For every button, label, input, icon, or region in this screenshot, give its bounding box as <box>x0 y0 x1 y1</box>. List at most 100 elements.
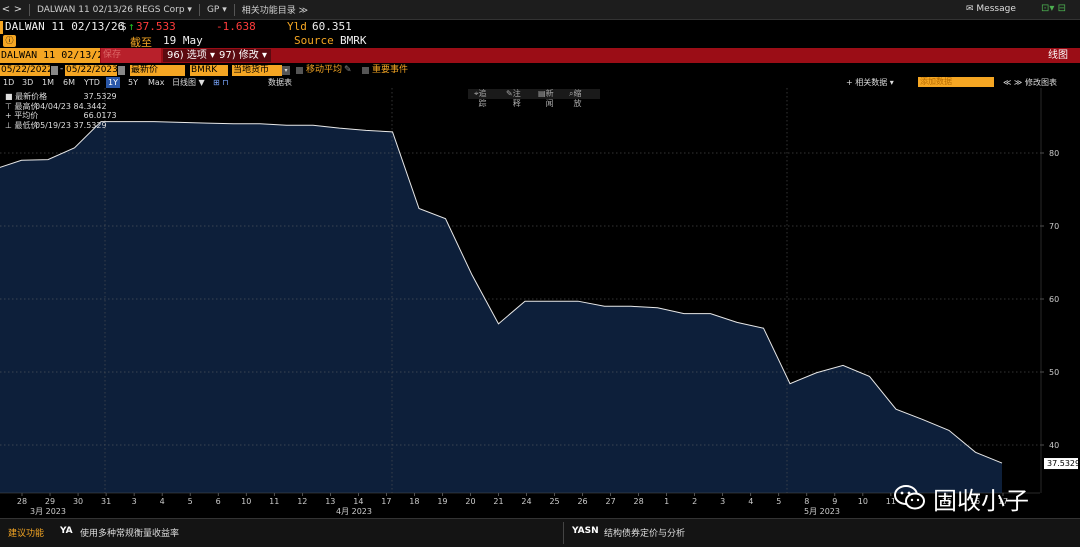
suggested-functions-label: 建议功能 <box>8 529 45 539</box>
data-table-button[interactable]: 数据表 <box>268 78 292 87</box>
x-tick-label: 28 <box>634 497 644 506</box>
period-1m[interactable]: 1M <box>42 78 54 87</box>
legend-label: 最低价 <box>14 120 39 130</box>
x-tick-label: 26 <box>577 497 587 506</box>
source-select[interactable]: BMRK <box>190 65 228 76</box>
related-data-menu[interactable]: + 相关数据 ▾ <box>846 78 894 87</box>
yasn-function-desc[interactable]: 结构债券定价与分析 <box>604 529 686 539</box>
security-input[interactable]: DALWAN 11 02/13/2 <box>0 48 100 63</box>
annotate-tool[interactable]: ✎ 注释 <box>506 89 521 108</box>
ticker-text: DALWAN 11 02/13/26 <box>5 20 125 33</box>
square-icon: ■ <box>5 92 16 101</box>
edit-menu-button[interactable]: 97) 修改 ▾ <box>215 49 272 62</box>
legend-date: 05/19/23 <box>35 120 71 130</box>
asof-date: 19 May <box>163 34 203 47</box>
legend-value: 66.0173 <box>83 111 117 120</box>
track-tool[interactable]: ⌖ 追踪 <box>474 89 487 108</box>
y-tick-label: 50 <box>1049 368 1059 377</box>
y-tick-label: 60 <box>1049 295 1059 304</box>
security-marker <box>0 21 3 34</box>
wechat-icon <box>894 485 925 510</box>
moving-average-label[interactable]: 移动平均 <box>306 65 343 75</box>
events-checkbox[interactable] <box>362 67 369 74</box>
quote-header: DALWAN 11 02/13/26 $ ↑ 37.533 -1.638 Yld… <box>0 20 1080 35</box>
period-ytd[interactable]: YTD <box>84 78 100 87</box>
news-tool[interactable]: ▤ 新闻 <box>538 89 554 108</box>
x-tick-label: 2 <box>692 497 697 506</box>
chart-legend: ■ 最新价格 37.5329 ⊤ 最高价04/04/23 84.3442 + 平… <box>5 92 117 130</box>
x-tick-label: 11 <box>269 497 279 506</box>
toolbar-divider <box>198 3 200 16</box>
message-button[interactable]: ✉ Message <box>966 4 1016 14</box>
chevron-down-icon[interactable]: ▾ <box>282 66 290 75</box>
price-change: -1.638 <box>216 20 256 33</box>
news-label: 新闻 <box>545 89 554 108</box>
top-toolbar: < > DALWAN 11 02/13/26 REGS Corp ▾ GP ▾ … <box>0 0 1080 20</box>
related-functions-menu[interactable]: 相关功能目录 ≫ <box>241 6 309 16</box>
ya-function-desc[interactable]: 使用多种常规衡量收益率 <box>80 529 180 539</box>
currency-select[interactable]: 当地货币 <box>232 65 282 76</box>
source-value: BMRK <box>340 34 367 47</box>
period-1y[interactable]: 1Y <box>106 77 120 88</box>
x-tick-label: 24 <box>521 497 531 506</box>
x-tick-label: 17 <box>998 497 1008 506</box>
legend-row-high: ⊤ 最高价04/04/23 84.3442 <box>5 102 117 112</box>
yasn-function-code[interactable]: YASN <box>572 526 599 536</box>
info-icon[interactable]: ⓘ <box>3 35 16 47</box>
x-tick-label: 31 <box>101 497 111 506</box>
month-label: 3月 2023 <box>30 507 66 516</box>
x-tick-label: 15 <box>942 497 952 506</box>
x-tick-label: 9 <box>832 497 837 506</box>
period-6m[interactable]: 6M <box>63 78 75 87</box>
edit-chart-button[interactable]: 修改图表 <box>1025 78 1057 87</box>
period-5y[interactable]: 5Y <box>128 78 138 87</box>
events-label[interactable]: 重要事件 <box>372 65 409 75</box>
x-tick-label: 8 <box>804 497 809 506</box>
security-selector[interactable]: DALWAN 11 02/13/26 REGS Corp ▾ <box>37 4 192 15</box>
track-label: 追踪 <box>478 89 487 108</box>
calendar-icon[interactable] <box>51 66 58 75</box>
x-tick-label: 5 <box>776 497 781 506</box>
envelope-icon: ✉ <box>966 4 977 14</box>
pencil-icon[interactable]: ✎ <box>344 65 352 75</box>
period-3d[interactable]: 3D <box>22 78 34 87</box>
period-selector: 1D 3D 1M 6M YTD 1Y 5Y Max 日线图 ▼ ⊞ ⊓ 数据表 … <box>0 77 1080 88</box>
legend-value: 84.3442 <box>73 101 107 111</box>
add-data-input[interactable]: 添加数据 <box>918 77 994 87</box>
last-price: 37.533 <box>136 20 176 33</box>
back-button[interactable]: < <box>1 4 11 15</box>
window-controls[interactable]: ⊡▾ ⊟ <box>1041 3 1066 14</box>
period-max[interactable]: Max <box>148 78 165 87</box>
x-tick-label: 13 <box>325 497 335 506</box>
period-1d[interactable]: 1D <box>3 78 15 87</box>
save-field[interactable]: 保存 <box>101 48 161 63</box>
watermark-text: 固收小子 <box>933 486 1029 515</box>
message-label: Message <box>976 4 1016 14</box>
zoom-tool[interactable]: ⌕ 缩放 <box>569 89 582 108</box>
forward-button[interactable]: > <box>13 4 23 15</box>
gp-selector[interactable]: GP ▾ <box>206 4 227 15</box>
price-line <box>0 121 1003 464</box>
asof-label: 截至 <box>130 36 152 49</box>
month-label: 5月 2023 <box>804 507 840 516</box>
calendar-icon[interactable] <box>118 66 125 75</box>
y-tick-label: 70 <box>1049 222 1059 231</box>
x-tick-label: 30 <box>73 497 83 506</box>
x-tick-label: 6 <box>216 497 221 506</box>
chart-tool-icons[interactable]: ⊞ ⊓ <box>213 78 229 87</box>
ya-function-code[interactable]: YA <box>60 526 73 536</box>
field-select[interactable]: 最新价 <box>130 65 185 76</box>
chart-tools-bar: ⌖ 追踪 ✎ 注释 ▤ 新闻 ⌕ 缩放 <box>468 89 600 108</box>
legend-label: 最新价格 <box>15 92 48 101</box>
annotate-label: 注释 <box>512 89 521 108</box>
x-tick-label: 11 <box>886 497 896 506</box>
suggested-functions-bar: 建议功能 YA 使用多种常规衡量收益率 YASN 结构债券定价与分析 <box>0 518 1080 547</box>
start-date-input[interactable]: 05/22/2022 <box>0 65 50 76</box>
options-menu-button[interactable]: 96) 选项 ▾ <box>163 49 220 62</box>
end-date-input[interactable]: 05/22/2023 <box>65 65 117 76</box>
legend-label: 平均价 <box>14 111 39 120</box>
nav-arrows-icon[interactable]: ≪ ≫ <box>1003 78 1023 87</box>
frequency-select[interactable]: 日线图 ▼ <box>172 78 205 87</box>
moving-average-checkbox[interactable] <box>296 67 303 74</box>
